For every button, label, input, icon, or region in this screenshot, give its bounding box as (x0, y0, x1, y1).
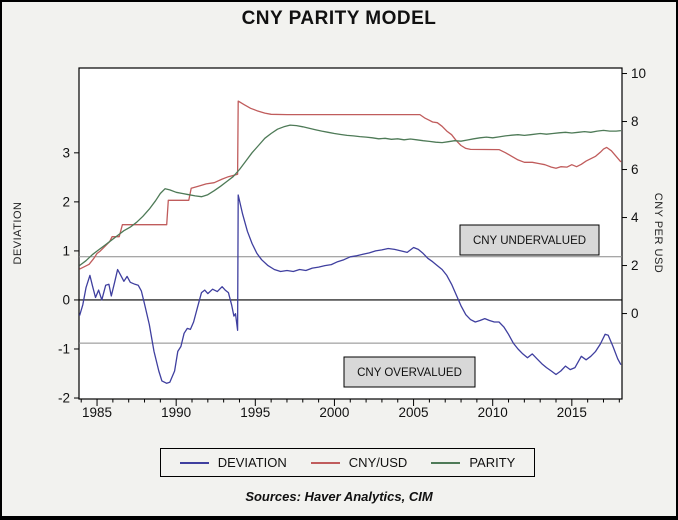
x-tick-label: 2005 (399, 405, 429, 420)
x-tick-label: 2015 (557, 405, 587, 420)
x-tick-label: 1995 (240, 405, 270, 420)
left-tick-label: -2 (58, 391, 70, 406)
x-tick-label: 2000 (319, 405, 349, 420)
right-tick-label: 8 (631, 114, 639, 129)
legend-label: DEVIATION (217, 455, 287, 470)
left-tick-label: 3 (62, 145, 70, 160)
left-tick-label: 0 (62, 292, 70, 307)
annotation-box (343, 356, 476, 388)
legend-item-cny-usd: CNY/USD (310, 455, 408, 470)
series-parity (79, 124, 621, 267)
chart-plot: 1985 1990 1995 2000 2005 2010 2015 -2 -1 0 1 2 3 0 2 4 6… (58, 66, 646, 420)
right-tick-label: 0 (631, 306, 639, 321)
legend-line-swatch (431, 461, 461, 464)
x-tick-label: 1990 (161, 405, 191, 420)
left-tick-label: 1 (62, 243, 70, 258)
left-tick-label: -1 (58, 341, 70, 356)
right-tick-label: 2 (631, 258, 639, 273)
x-tick-label: 1985 (82, 405, 112, 420)
left-tick-label: 2 (62, 194, 70, 209)
right-tick-label: 10 (631, 66, 646, 81)
legend-box: DEVIATION CNY/USD PARITY (160, 448, 535, 477)
x-tick-label: 2010 (478, 405, 508, 420)
legend-line-swatch (310, 461, 340, 464)
annotation-label: CNY OVERVALUED (357, 367, 462, 379)
left-axis-title: DEVIATION (12, 201, 24, 265)
legend-label: CNY/USD (348, 455, 408, 470)
series-cny-usd (79, 100, 622, 270)
annotation-label: CNY UNDERVALUED (473, 235, 586, 247)
legend-item-deviation: DEVIATION (179, 455, 287, 470)
annotation-box (459, 224, 600, 256)
series-deviation (79, 194, 622, 384)
legend-item-parity: PARITY (431, 455, 515, 470)
chart-title: CNY PARITY MODEL (241, 8, 437, 29)
right-tick-label: 4 (631, 210, 639, 225)
legend-line-swatch (179, 461, 209, 464)
legend-label: PARITY (469, 455, 516, 470)
right-tick-label: 6 (631, 162, 639, 177)
right-axis-title: CNY PER USD (652, 192, 664, 274)
sources-note: Sources: Haver Analytics, CIM (245, 489, 433, 504)
